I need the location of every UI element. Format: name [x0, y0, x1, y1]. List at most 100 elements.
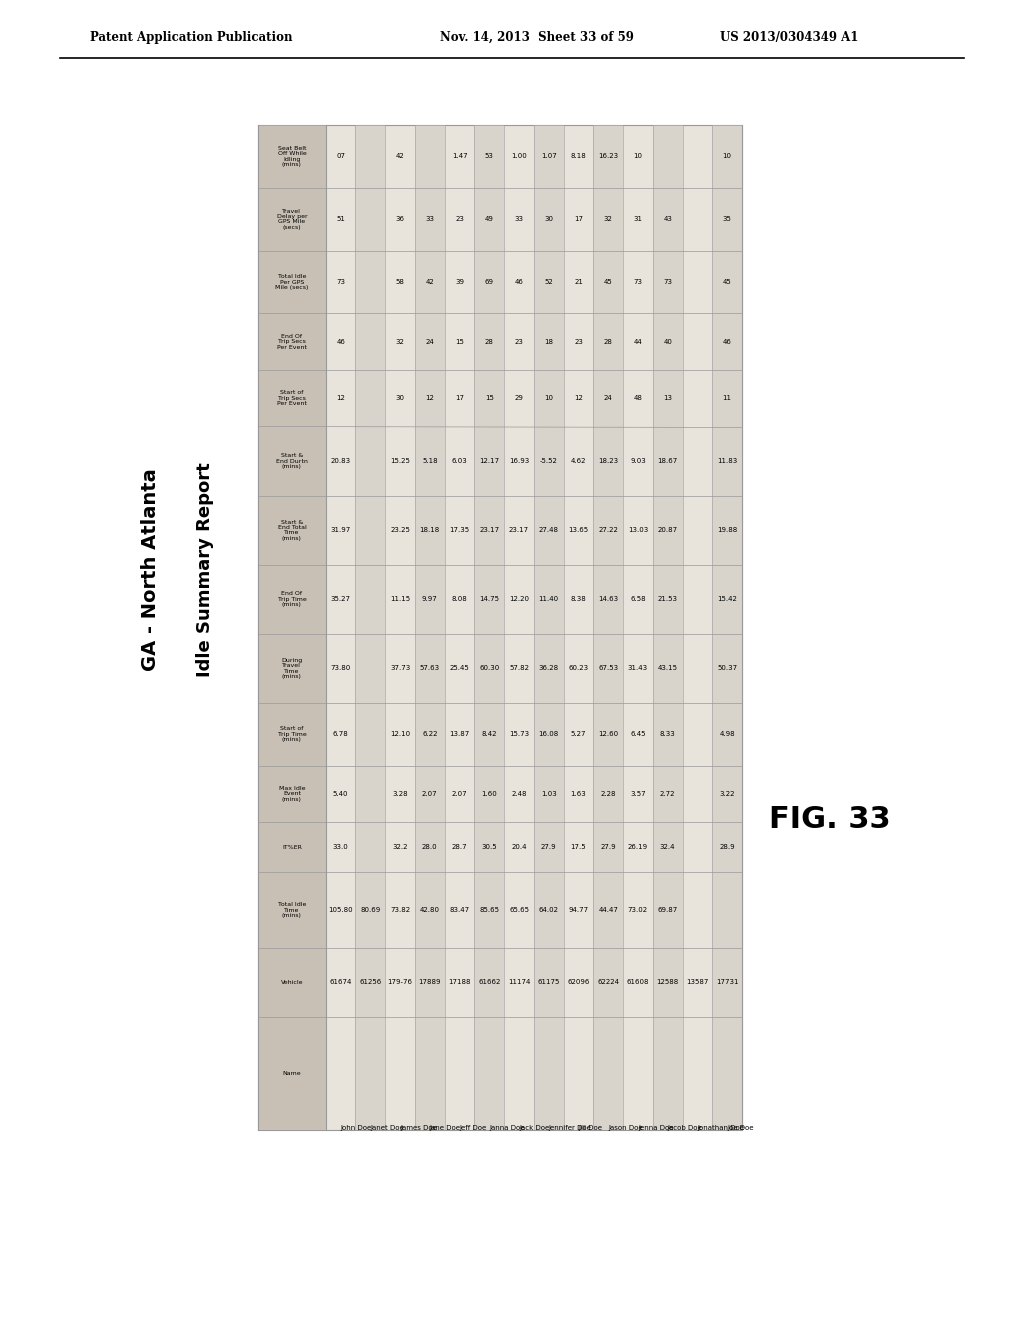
Text: Jenna Doe: Jenna Doe — [638, 1125, 674, 1131]
Text: 17.35: 17.35 — [450, 527, 470, 533]
Polygon shape — [474, 125, 504, 1130]
Text: 42.80: 42.80 — [420, 907, 440, 913]
Text: 16.08: 16.08 — [539, 731, 559, 738]
Text: 4.98: 4.98 — [719, 731, 735, 738]
Text: 23.17: 23.17 — [479, 527, 500, 533]
Text: 12.17: 12.17 — [479, 458, 500, 465]
Text: Start of
Trip Secs
Per Event: Start of Trip Secs Per Event — [276, 391, 307, 407]
Text: Patent Application Publication: Patent Application Publication — [90, 30, 293, 44]
Text: 24: 24 — [425, 339, 434, 345]
Text: 16.93: 16.93 — [509, 458, 529, 465]
Text: 48: 48 — [634, 395, 642, 401]
Text: 73: 73 — [336, 279, 345, 285]
Text: 61662: 61662 — [478, 979, 501, 986]
Text: 2.72: 2.72 — [659, 791, 676, 797]
Text: Name: Name — [283, 1071, 301, 1076]
Text: Jack Doe: Jack Doe — [519, 1125, 549, 1131]
Text: 28: 28 — [604, 339, 612, 345]
Text: 30: 30 — [544, 216, 553, 222]
Text: 18.67: 18.67 — [657, 458, 678, 465]
Text: 07: 07 — [336, 153, 345, 160]
Text: 33.0: 33.0 — [333, 845, 348, 850]
Text: 44: 44 — [634, 339, 642, 345]
Text: 31.97: 31.97 — [331, 527, 351, 533]
Text: 53: 53 — [484, 153, 494, 160]
Text: 44.47: 44.47 — [598, 907, 618, 913]
Text: 46: 46 — [515, 279, 523, 285]
Text: Jill Doe: Jill Doe — [579, 1125, 602, 1131]
Text: 17731: 17731 — [716, 979, 738, 986]
Text: 43: 43 — [664, 216, 672, 222]
Text: 30.5: 30.5 — [481, 845, 497, 850]
Text: 57.82: 57.82 — [509, 665, 529, 672]
Text: 14.63: 14.63 — [598, 597, 618, 602]
Text: 45: 45 — [604, 279, 612, 285]
Polygon shape — [258, 125, 742, 1130]
Text: 6.22: 6.22 — [422, 731, 437, 738]
Text: 19.88: 19.88 — [717, 527, 737, 533]
Text: 1.00: 1.00 — [511, 153, 527, 160]
Text: 15.25: 15.25 — [390, 458, 410, 465]
Text: Max Idle
Event
(mins): Max Idle Event (mins) — [279, 785, 305, 801]
Text: 13.65: 13.65 — [568, 527, 589, 533]
Text: 39: 39 — [455, 279, 464, 285]
Text: 9.03: 9.03 — [630, 458, 646, 465]
Polygon shape — [713, 125, 742, 1130]
Polygon shape — [534, 125, 563, 1130]
Text: 3.28: 3.28 — [392, 791, 408, 797]
Text: 17889: 17889 — [419, 979, 441, 986]
Text: 18.23: 18.23 — [598, 458, 618, 465]
Text: 33: 33 — [425, 216, 434, 222]
Text: Total Idle
Per GPS
Mile (secs): Total Idle Per GPS Mile (secs) — [275, 275, 308, 290]
Text: Start &
End Durtn
(mins): Start & End Durtn (mins) — [275, 453, 308, 469]
Text: Date: 9/16/2010: Date: 9/16/2010 — [706, 269, 724, 432]
Text: FIG. 33: FIG. 33 — [769, 805, 891, 834]
Text: 4.62: 4.62 — [570, 458, 586, 465]
Text: 73.80: 73.80 — [331, 665, 351, 672]
Text: Joe Doe: Joe Doe — [727, 1125, 754, 1131]
Text: Jason Doe: Jason Doe — [608, 1125, 643, 1131]
Text: 105.80: 105.80 — [329, 907, 353, 913]
Text: 1.47: 1.47 — [452, 153, 467, 160]
Text: 73: 73 — [634, 279, 642, 285]
Text: 13587: 13587 — [686, 979, 709, 986]
Text: 32.2: 32.2 — [392, 845, 408, 850]
Text: 12: 12 — [574, 395, 583, 401]
Text: 40: 40 — [664, 339, 672, 345]
Text: 6.58: 6.58 — [630, 597, 646, 602]
Text: 6.78: 6.78 — [333, 731, 348, 738]
Text: 2.07: 2.07 — [422, 791, 437, 797]
Text: 61175: 61175 — [538, 979, 560, 986]
Text: 60.23: 60.23 — [568, 665, 589, 672]
Text: 12: 12 — [425, 395, 434, 401]
Polygon shape — [653, 125, 683, 1130]
Text: 61608: 61608 — [627, 979, 649, 986]
Text: 25.45: 25.45 — [450, 665, 469, 672]
Text: 69: 69 — [484, 279, 494, 285]
Text: 5.18: 5.18 — [422, 458, 437, 465]
Text: 46: 46 — [723, 339, 731, 345]
Text: 27.9: 27.9 — [600, 845, 616, 850]
Text: IT%ER: IT%ER — [282, 845, 302, 850]
Text: 27.22: 27.22 — [598, 527, 618, 533]
Text: -5.52: -5.52 — [540, 458, 558, 465]
Text: 62096: 62096 — [567, 979, 590, 986]
Text: 36.28: 36.28 — [539, 665, 559, 672]
Text: 80.69: 80.69 — [360, 907, 381, 913]
Text: 28.7: 28.7 — [452, 845, 467, 850]
Text: 42: 42 — [425, 279, 434, 285]
Text: 17188: 17188 — [449, 979, 471, 986]
Text: 64.02: 64.02 — [539, 907, 559, 913]
Text: 31: 31 — [634, 216, 642, 222]
Text: 2050: 2050 — [300, 253, 335, 267]
Text: 5.27: 5.27 — [570, 731, 586, 738]
Text: During
Travel
Time
(mins): During Travel Time (mins) — [282, 657, 302, 678]
Text: 9.97: 9.97 — [422, 597, 437, 602]
Text: Seat Belt
Off While
Idling
(mins): Seat Belt Off While Idling (mins) — [278, 145, 306, 168]
Text: 23.17: 23.17 — [509, 527, 529, 533]
Text: 17.5: 17.5 — [570, 845, 587, 850]
Text: Vehicle: Vehicle — [281, 979, 303, 985]
Text: 61256: 61256 — [359, 979, 382, 986]
Text: 8.08: 8.08 — [452, 597, 467, 602]
Text: Travel
Delay per
GPS Mile
(secs): Travel Delay per GPS Mile (secs) — [276, 209, 307, 230]
